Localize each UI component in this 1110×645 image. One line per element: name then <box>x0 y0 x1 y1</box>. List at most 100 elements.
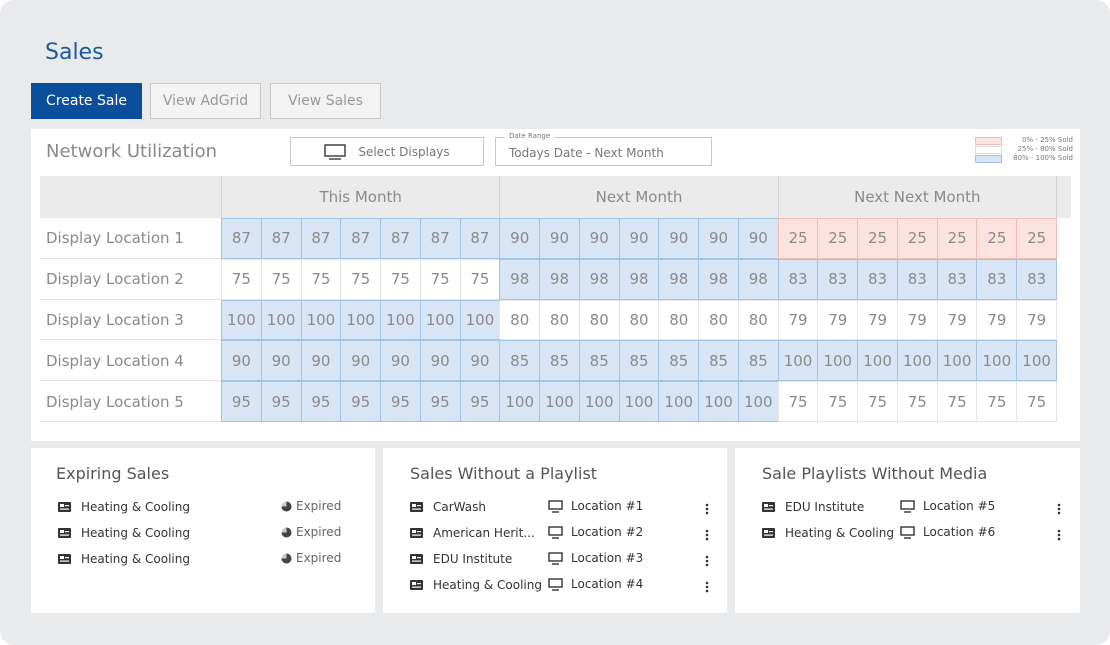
period-header: This Month <box>221 176 499 218</box>
utilization-cell: 95 <box>380 381 421 422</box>
utilization-cell: 95 <box>340 381 382 422</box>
utilization-cell: 100 <box>300 299 342 341</box>
location-icon-svg <box>548 577 563 591</box>
location-item: Location #3 <box>548 551 643 565</box>
row-label: Display Location 3 <box>46 310 184 329</box>
legend-label: 80% - 100% Sold <box>1013 154 1073 162</box>
location-name: Location #3 <box>571 551 644 565</box>
sale-item: CarWash <box>410 500 486 514</box>
utilization-cell: 100 <box>857 340 898 382</box>
item-menu[interactable] <box>705 500 709 519</box>
utilization-cell: 95 <box>221 381 262 422</box>
view-adgrid-button[interactable]: View AdGrid <box>150 83 261 119</box>
status-text: Expired <box>296 499 342 513</box>
sale-name: EDU Institute <box>433 552 513 566</box>
status-icon-svg <box>281 553 292 563</box>
create-sale-button[interactable]: Create Sale <box>31 83 142 119</box>
utilization-cell: 80 <box>737 299 779 341</box>
view-sales-button[interactable]: View Sales <box>270 83 381 119</box>
sale-icon-svg <box>58 554 71 564</box>
panel-title: Sales Without a Playlist <box>410 464 598 483</box>
utilization-cell: 85 <box>578 340 620 382</box>
row-label: Display Location 5 <box>46 392 184 411</box>
legend-swatch <box>975 137 1002 145</box>
utilization-cell: 79 <box>896 299 938 341</box>
utilization-cell: 100 <box>737 381 779 422</box>
utilization-cell: 75 <box>380 258 421 300</box>
location-icon-svg <box>900 525 915 539</box>
utilization-table: This Month Next Month Next Next Month Displ… <box>40 176 1071 422</box>
utilization-cell: 95 <box>459 381 501 422</box>
location-icon <box>548 577 563 591</box>
sale-item: EDU Institute <box>762 500 864 514</box>
sale-status: Expired <box>281 525 341 539</box>
panel-title: Sale Playlists Without Media <box>762 464 988 483</box>
location-name: Location #2 <box>571 525 644 539</box>
utilization-cell: 98 <box>539 258 580 300</box>
legend-swatch <box>975 155 1002 163</box>
sale-icon <box>58 528 71 538</box>
utilization-cell: 90 <box>221 340 262 382</box>
utilization-cell: 100 <box>380 299 421 341</box>
legend-label: 0% - 25% Sold <box>1022 136 1073 144</box>
utilization-cell: 79 <box>857 299 898 341</box>
location-item: Location #4 <box>548 577 643 591</box>
utilization-cell: 75 <box>340 258 382 300</box>
table-header <box>40 176 1071 218</box>
select-displays[interactable]: Select Displays <box>290 137 484 166</box>
sale-name: Heating & Cooling <box>81 552 190 566</box>
utilization-cell: 83 <box>976 258 1018 300</box>
sale-item: American Herit... <box>410 526 535 540</box>
utilization-cell: 79 <box>976 299 1018 341</box>
utilization-cell: 83 <box>817 258 859 300</box>
location-icon-svg <box>900 499 915 513</box>
item-menu[interactable] <box>1057 500 1061 519</box>
status-icon <box>281 527 292 538</box>
item-menu[interactable] <box>705 578 709 597</box>
utilization-cell: 25 <box>777 218 819 259</box>
sale-icon-svg <box>410 580 423 590</box>
utilization-cell: 98 <box>698 258 739 300</box>
expiring-sales-panel: Expiring Sales Heating & Cooling Expired He… <box>31 448 375 613</box>
sale-item: Heating & Cooling <box>58 552 190 566</box>
utilization-cell: 83 <box>1016 258 1057 300</box>
utilization-cell: 90 <box>658 218 700 259</box>
location-item: Location #6 <box>900 525 995 539</box>
utilization-cell: 85 <box>539 340 580 382</box>
utilization-cell: 90 <box>300 340 342 382</box>
panel-title: Network Utilization <box>46 141 218 162</box>
utilization-cell: 79 <box>777 299 819 341</box>
sale-item: Heating & Cooling <box>410 578 542 592</box>
sale-icon <box>410 554 423 564</box>
sale-status: Expired <box>281 551 341 565</box>
period-header: Next Month <box>499 176 777 218</box>
utilization-cell: 98 <box>578 258 620 300</box>
utilization-cell: 100 <box>698 381 739 422</box>
location-name: Location #5 <box>923 499 996 513</box>
location-name: Location #4 <box>571 577 644 591</box>
utilization-cell: 75 <box>459 258 501 300</box>
sale-item: Heating & Cooling <box>58 500 190 514</box>
item-menu[interactable] <box>705 526 709 545</box>
utilization-cell: 75 <box>300 258 342 300</box>
date-range[interactable]: Date Range Todays Date - Next Month <box>495 132 712 166</box>
utilization-cell: 95 <box>419 381 461 422</box>
utilization-cell: 100 <box>260 299 302 341</box>
utilization-cell: 90 <box>419 340 461 382</box>
item-menu[interactable] <box>1057 526 1061 545</box>
location-icon <box>548 551 563 565</box>
utilization-cell: 85 <box>658 340 700 382</box>
utilization-cell: 25 <box>936 218 978 259</box>
sale-name: Heating & Cooling <box>81 526 190 540</box>
sale-icon-svg <box>58 502 71 512</box>
location-item: Location #5 <box>900 499 995 513</box>
utilization-cell: 98 <box>658 258 700 300</box>
utilization-cell: 80 <box>658 299 700 341</box>
sale-icon <box>410 528 423 538</box>
utilization-cell: 90 <box>459 340 501 382</box>
sale-icon <box>762 502 775 512</box>
sale-icon <box>410 502 423 512</box>
legend-entry: 80% - 100% Sold <box>975 154 1073 164</box>
item-menu[interactable] <box>705 552 709 571</box>
